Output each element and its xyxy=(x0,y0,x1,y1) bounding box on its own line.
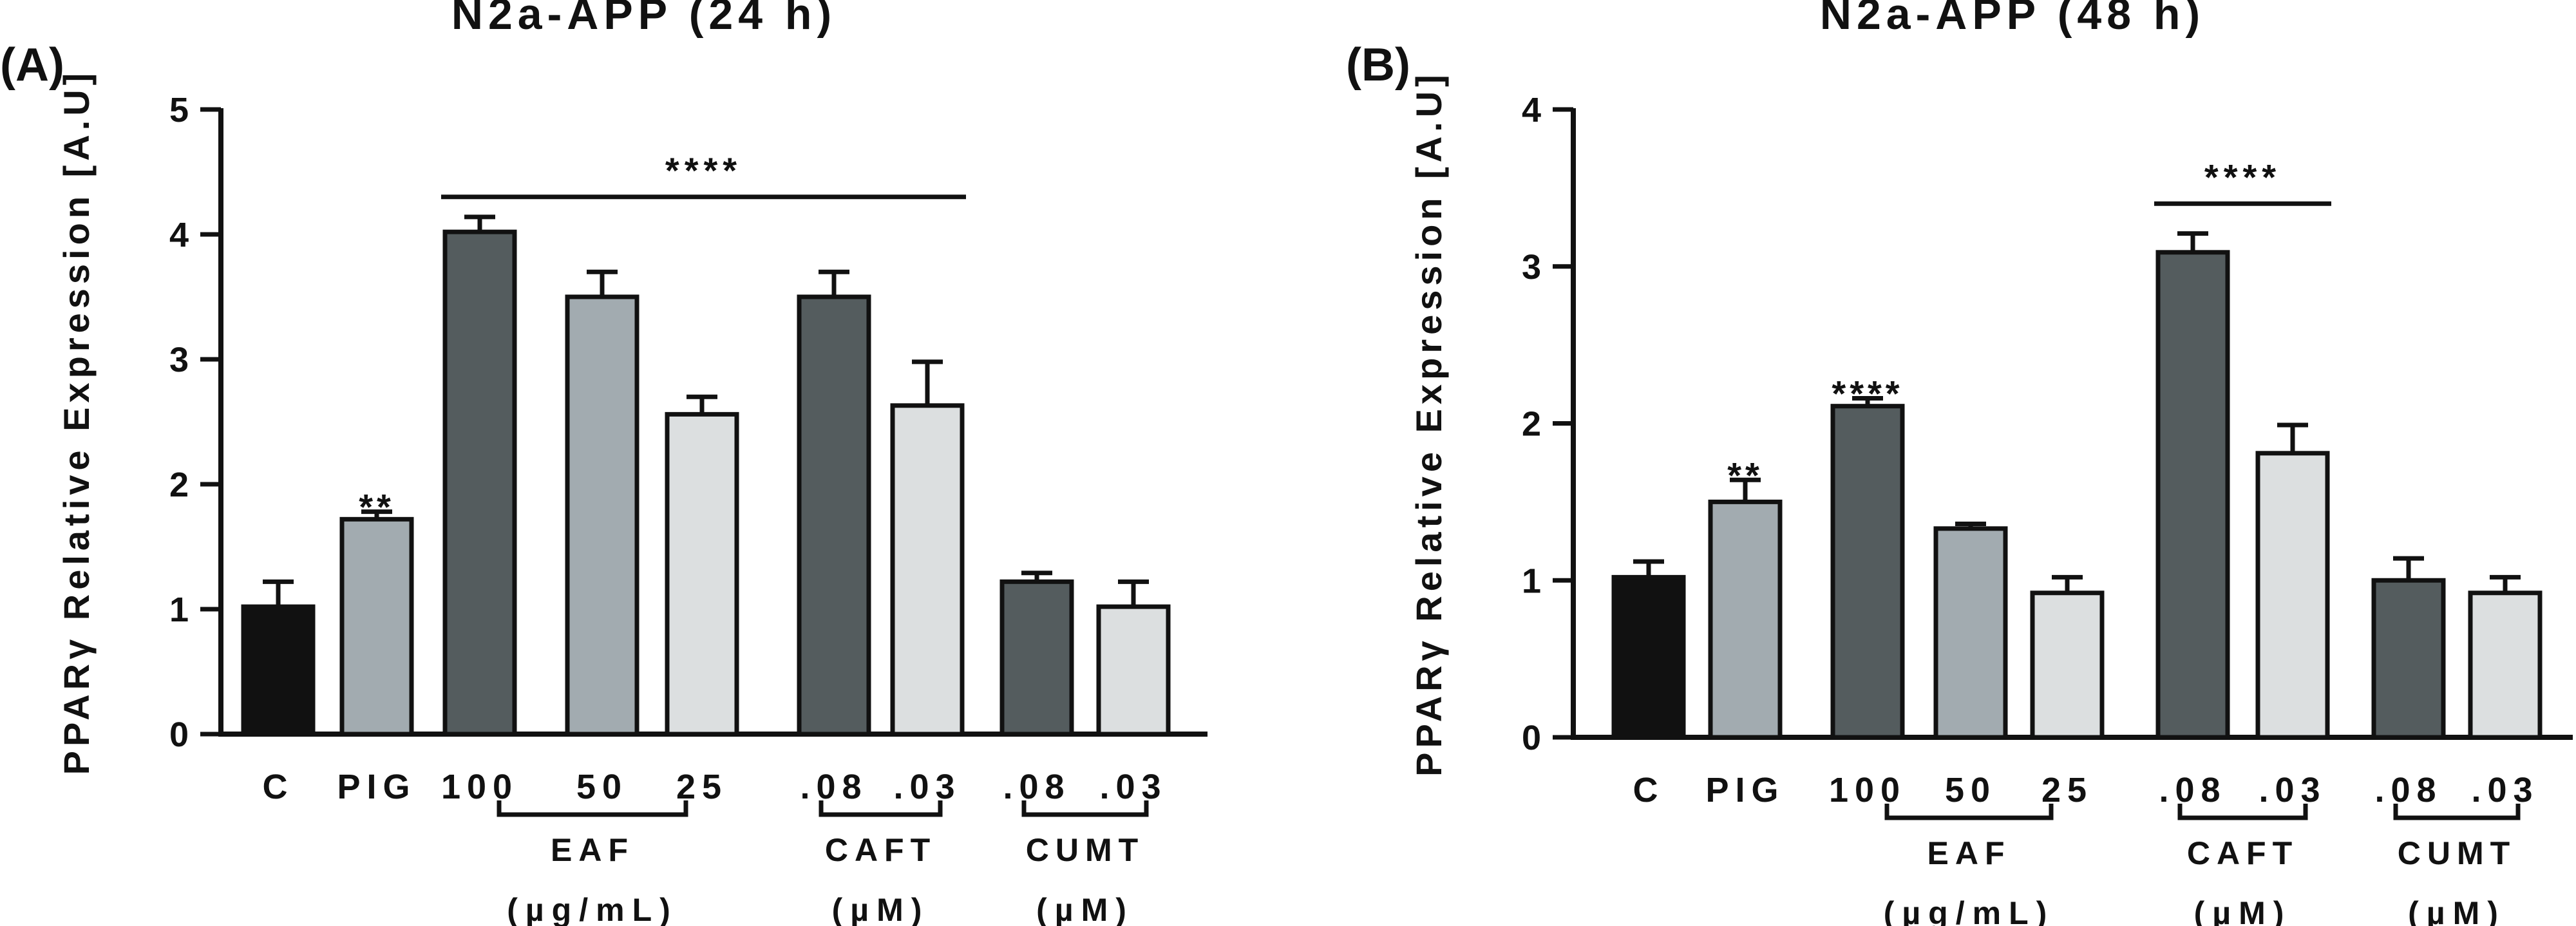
bar xyxy=(339,516,414,737)
bar xyxy=(2468,591,2543,740)
x-tick-label: C xyxy=(263,768,294,806)
group-unit: (µg/mL) xyxy=(1884,895,2055,926)
y-tick-label: 3 xyxy=(1522,248,1541,287)
x-tick-label: .03 xyxy=(893,768,961,806)
bar xyxy=(665,411,739,737)
bar xyxy=(241,604,316,737)
significance-stars: **** xyxy=(2204,156,2281,197)
bar xyxy=(1933,526,2008,740)
group-label: EAF xyxy=(1927,835,2011,871)
group-label: EAF xyxy=(551,832,634,868)
x-tick-label: PIG xyxy=(337,768,416,806)
x-tick-label: PIG xyxy=(1705,771,1785,809)
group-unit: (µg/mL) xyxy=(507,892,678,926)
bar xyxy=(2255,451,2330,740)
y-tick-label: 4 xyxy=(1522,91,1541,129)
x-tick-label: 50 xyxy=(1945,771,1996,809)
x-tick-label: 25 xyxy=(676,768,728,806)
x-tick-label: .08 xyxy=(1003,768,1070,806)
x-tick-label: 25 xyxy=(2041,771,2093,809)
bar xyxy=(442,229,517,737)
x-tick-label: .08 xyxy=(2159,771,2226,809)
y-tick-label: 2 xyxy=(169,466,189,504)
panel-label: (A) xyxy=(0,39,64,91)
group-bracket xyxy=(2393,804,2521,820)
bar xyxy=(1708,499,1783,740)
bar xyxy=(2371,578,2446,740)
bar xyxy=(2155,250,2230,740)
significance-stars: **** xyxy=(665,150,742,191)
bar xyxy=(999,579,1074,737)
group-bracket xyxy=(2177,804,2308,820)
y-tick-label: 0 xyxy=(169,715,189,754)
bar xyxy=(1096,604,1171,737)
y-tick-label: 0 xyxy=(1522,719,1541,757)
x-tick-label: .08 xyxy=(800,768,867,806)
y-tick-label: 4 xyxy=(169,216,189,254)
bar xyxy=(890,403,965,737)
bar xyxy=(1830,404,1905,740)
group-unit: (µM) xyxy=(832,892,930,926)
y-tick-label: 1 xyxy=(1522,562,1541,600)
group-bracket xyxy=(1021,800,1149,817)
y-axis-label: PPARγ Relative Expression [A.U] xyxy=(1408,70,1449,777)
y-tick-label: 3 xyxy=(169,341,189,379)
bar xyxy=(797,294,871,737)
x-tick-label: .03 xyxy=(2471,771,2539,809)
group-bracket xyxy=(819,800,943,817)
x-tick-label: 100 xyxy=(1829,771,1906,809)
bar xyxy=(1611,574,1686,740)
bar xyxy=(565,294,639,737)
x-tick-label: .03 xyxy=(2259,771,2326,809)
group-bracket xyxy=(1884,804,2054,820)
group-unit: (µM) xyxy=(1036,892,1134,926)
group-label: CUMT xyxy=(1026,832,1144,868)
group-label: CUMT xyxy=(2398,835,2516,871)
y-tick-label: 1 xyxy=(169,591,189,629)
panel-label: (B) xyxy=(1346,39,1410,91)
chart-title: N2a-APP (24 h) xyxy=(451,0,837,39)
x-tick-label: 100 xyxy=(441,768,518,806)
y-axis-label: PPARγ Relative Expression [A.U] xyxy=(56,69,97,775)
significance-stars: ** xyxy=(359,487,395,527)
x-tick-label: .03 xyxy=(1099,768,1167,806)
group-label: CAFT xyxy=(825,832,936,868)
chart-title: N2a-APP (48 h) xyxy=(1820,0,2205,39)
bar xyxy=(2030,591,2105,740)
x-tick-label: 50 xyxy=(576,768,628,806)
group-unit: (µM) xyxy=(2408,895,2506,926)
y-tick-label: 5 xyxy=(169,91,189,129)
y-tick-label: 2 xyxy=(1522,405,1541,444)
group-label: CAFT xyxy=(2187,835,2298,871)
significance-stars: **** xyxy=(1832,373,1903,414)
significance-stars: ** xyxy=(1727,455,1763,495)
x-tick-label: .08 xyxy=(2374,771,2442,809)
x-tick-label: C xyxy=(1633,771,1665,809)
group-bracket xyxy=(497,800,688,817)
group-unit: (µM) xyxy=(2194,895,2292,926)
